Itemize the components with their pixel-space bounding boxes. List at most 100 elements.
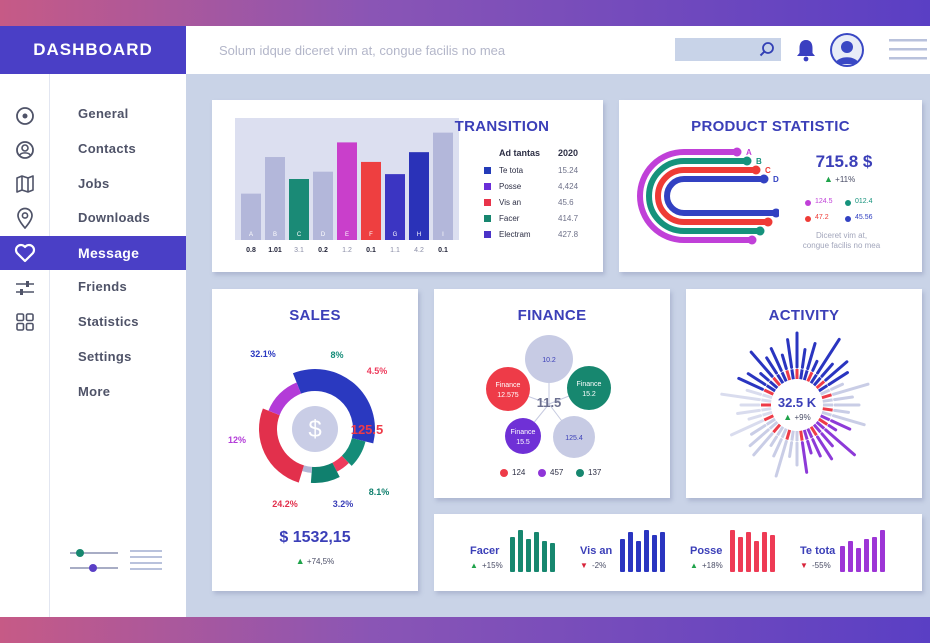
activity-ray-inner [776,426,785,437]
mini-bar [880,530,885,572]
bar [337,142,357,240]
search-icon[interactable] [759,41,775,57]
transition-header-label: Ad tantas [499,148,541,158]
activity-ray-inner [790,430,795,441]
heart-icon[interactable] [0,236,50,270]
category-label: I [442,232,444,238]
legend-dot [500,469,508,477]
activity-radial-chart [720,331,870,478]
activity-ray [747,414,763,421]
mini-label: Vis an [580,545,613,557]
activity-ray-inner [802,370,809,381]
category-label: C [297,232,302,238]
slice-label: 8% [330,350,343,360]
activity-ray-inner [809,373,818,384]
activity-ray-inner [812,376,822,387]
finance-title: FINANCE [517,307,587,324]
bubble-label: Finance [511,429,536,436]
legend-value: 124 [512,468,526,477]
legend-label: Te tota [499,166,524,175]
bar [361,161,381,240]
legend-label: Posse [499,182,522,191]
arc [664,176,776,216]
legend-value: 45.6 [558,198,574,207]
slider-handle[interactable] [89,564,97,572]
arc-end-dot [742,156,752,166]
activity-ray-inner [821,393,832,400]
activity-ray [827,424,838,432]
mini-bar [872,537,877,572]
legend-dot [538,469,546,477]
mini-bar [636,541,641,572]
stat-dot [805,200,811,206]
legend-value: 4,424 [558,182,579,191]
activity-ray [765,356,778,375]
location-pin-icon[interactable] [13,206,37,230]
sidebar-item-jobs[interactable]: Jobs [78,176,110,191]
sidebar-item-downloads[interactable]: Downloads [78,210,151,225]
sales-card: SALES 32.1% 8% 4.5% 8.1% 3.2% 24.2% 12% $125.5 … [212,289,418,591]
activity-ray-inner [812,423,822,434]
activity-ray-inner [802,429,809,440]
value-label: 1.2 [342,247,352,254]
mini-change: +18% [702,561,723,570]
bubble-value: 125.4 [565,435,583,442]
sidebar-item-settings[interactable]: Settings [78,349,132,364]
up-arrow-icon: ▲ [824,174,833,184]
arc-end-dot [755,226,765,236]
slider-handle[interactable] [76,549,84,557]
activity-ray-inner [780,428,788,439]
mini-bar [526,539,531,572]
sidebar-item-statistics[interactable]: Statistics [78,314,139,329]
activity-ray [806,342,817,371]
slice-label: 8.1% [369,487,390,497]
user-icon[interactable] [13,138,37,162]
activity-ray [759,372,770,382]
sliders-icon[interactable] [13,276,37,300]
map-icon[interactable] [13,172,37,196]
menu-icon[interactable] [889,38,927,67]
activity-value: 32.5 K [777,395,817,410]
activity-ray [820,362,834,378]
product-change-row: ▲ +11% [824,174,855,184]
grid-icon[interactable] [13,310,37,334]
sidebar-item-message[interactable]: Message [50,236,186,270]
bell-icon[interactable] [795,38,817,67]
target-icon[interactable] [13,104,37,128]
activity-ray-inner [761,398,772,403]
activity-ray-inner [785,370,792,381]
arc-label: B [756,157,762,166]
sales-center-value: 125.5 [351,422,384,437]
avatar[interactable] [830,33,864,67]
mini-bar [770,535,775,572]
stat-value: 012.4 [855,198,873,205]
mini-stats-card: Facer ▲ +15% Vis an ▼ -2% Posse ▲ +18% Te tota ▼ -5… [434,514,922,591]
bar [409,152,429,240]
mini-bar [856,548,861,572]
activity-ray [811,438,822,458]
slice-label: 3.2% [333,499,354,509]
up-arrow-icon: ▲ [690,561,698,570]
sidebar-item-friends[interactable]: Friends [78,279,128,294]
sidebar-item-general[interactable]: General [78,106,129,121]
activity-ray [774,439,788,478]
activity-ray [806,439,813,455]
volume-sliders[interactable] [68,546,168,576]
activity-ray [788,441,794,458]
transition-card: A 0.8 B 1.01 C 3.1 D 0.2 E 1.2 F 0.1 G 1.1 H 4.2 I 0.1 TR… [212,100,603,272]
value-label: 4.2 [414,247,424,254]
legend-swatch [484,199,491,206]
activity-ray [750,424,767,436]
slice-label: 24.2% [272,499,298,509]
activity-ray-inner [809,426,818,437]
search-input[interactable] [675,38,781,61]
sidebar-item-more[interactable]: More [78,384,111,399]
value-label: 1.01 [268,247,282,254]
activity-ray [816,435,834,461]
legend-value: 15.24 [558,166,579,175]
arc-label: D [773,175,779,184]
activity-ray [827,371,849,386]
legend-label: Vis an [499,198,522,207]
mini-label: Facer [470,545,500,557]
sidebar-item-contacts[interactable]: Contacts [78,141,137,156]
